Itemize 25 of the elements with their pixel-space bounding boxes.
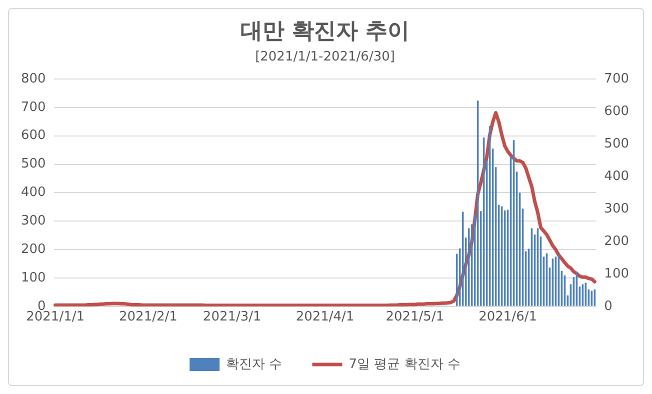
chart-subtitle: [2021/1/1-2021/6/30]	[255, 50, 395, 65]
legend-label: 확진자 수	[226, 356, 282, 372]
chart-title: 대만 확진자 추이	[240, 18, 410, 44]
y2-tick-label: 700	[604, 71, 630, 86]
y-tick-label: 400	[20, 185, 46, 200]
y-tick-label: 600	[20, 128, 46, 144]
x-tick-label: 2021/3/1	[202, 310, 262, 325]
y-tick-label: 100	[20, 270, 46, 286]
y2-tick-label: 200	[604, 234, 630, 249]
y2-tick-label: 600	[604, 104, 630, 119]
x-tick-label: 2021/5/1	[386, 310, 444, 325]
y-tick-label: 800	[20, 71, 46, 86]
y2-tick-label: 500	[604, 136, 630, 152]
y2-tick-label: 300	[604, 201, 630, 216]
x-tick-label: 2021/6/1	[478, 310, 537, 325]
y-tick-label: 700	[20, 100, 46, 115]
y-tick-label: 500	[20, 156, 46, 172]
x-tick-label: 2021/4/1	[296, 310, 354, 325]
y-tick-label: 200	[20, 242, 46, 257]
legend-label: 7일 평균 확진자 수	[348, 356, 460, 372]
x-tick-label: 2021/2/1	[119, 310, 178, 325]
y-tick-label: 300	[20, 214, 46, 228]
y2-tick-label: 0	[604, 298, 612, 314]
y2-tick-label: 100	[604, 266, 630, 282]
y2-tick-label: 400	[604, 168, 630, 184]
